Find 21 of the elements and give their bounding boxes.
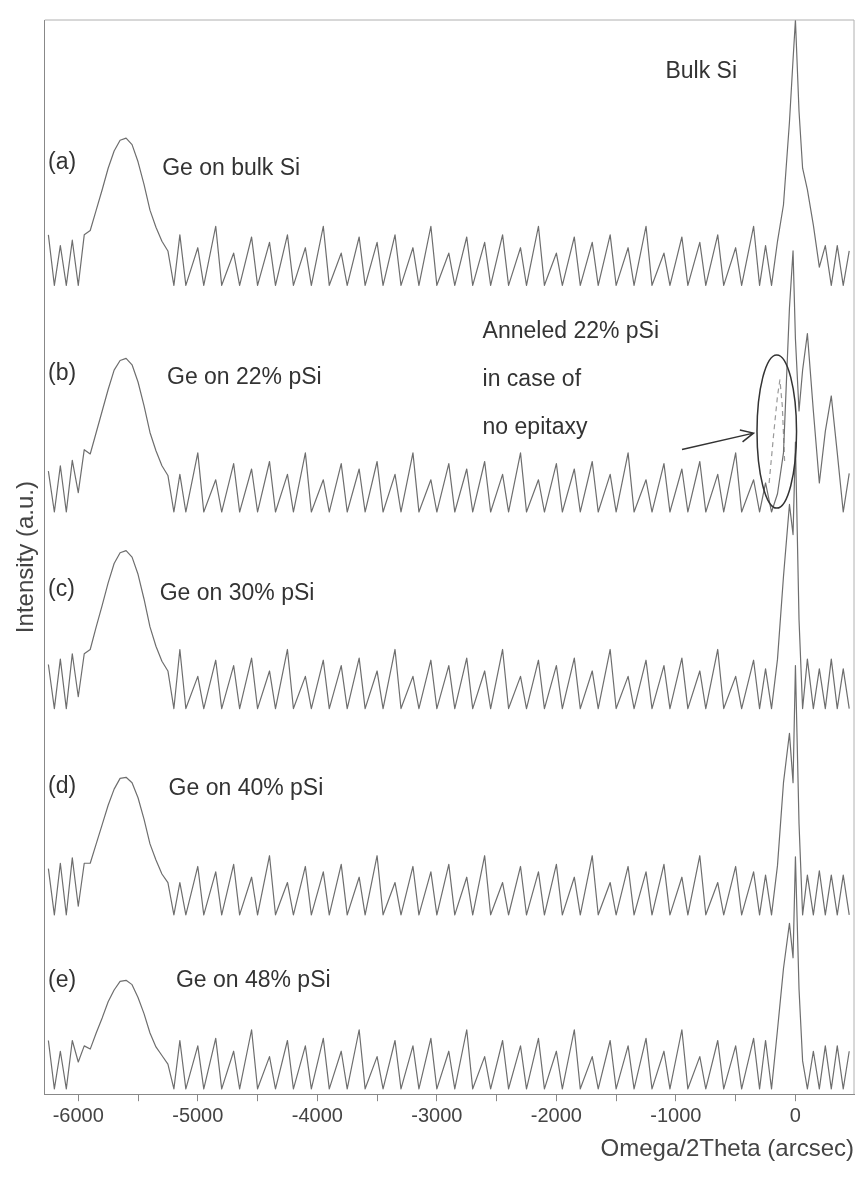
annotation: (c) [48, 574, 75, 601]
x-tick-label: -4000 [291, 1103, 343, 1126]
x-axis-title: Omega/2Theta (arcsec) [600, 1134, 854, 1162]
annotation: Anneled 22% pSi in case of no epitaxy [482, 316, 660, 439]
x-tick-label: -2000 [530, 1103, 582, 1126]
x-tick-label: -5000 [172, 1103, 224, 1126]
annotation: Ge on 40% pSi [168, 774, 324, 801]
annotation: Ge on 30% pSi [159, 578, 315, 605]
x-tick-label: -3000 [411, 1103, 463, 1126]
x-tick-label: 0 [789, 1103, 801, 1126]
annotation: Bulk Si [665, 56, 738, 83]
annotation: Ge on 22% pSi [166, 363, 322, 390]
annotation: Ge on 48% pSi [175, 965, 331, 992]
annotation: Ge on bulk Si [162, 153, 301, 180]
annotation: (b) [48, 358, 77, 385]
y-axis-title: Intensity (a.u.) [11, 481, 39, 634]
x-tick-label: -6000 [52, 1103, 104, 1126]
annotation: (d) [48, 772, 77, 799]
annotation: (e) [48, 965, 77, 992]
x-tick-label: -1000 [650, 1103, 702, 1126]
annotation: (a) [48, 148, 77, 175]
